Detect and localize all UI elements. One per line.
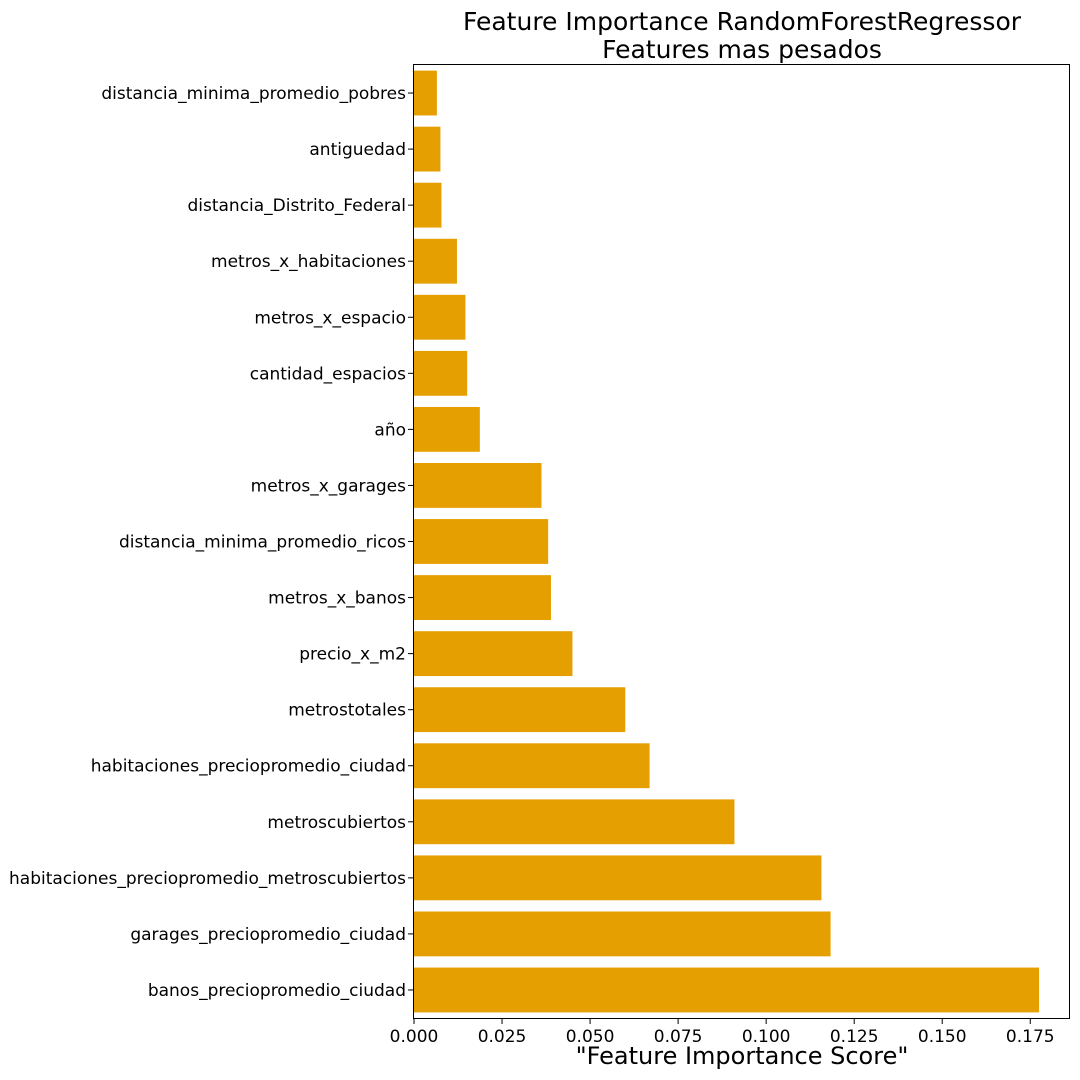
x-tick-label-4: 0.100 (742, 1027, 791, 1047)
category-label-1: antiguedad (309, 140, 406, 160)
category-label-12: habitaciones_preciopromedio_ciudad (91, 757, 406, 777)
bar-1 (414, 126, 441, 172)
x-axis-title: "Feature Importance Score" (576, 1042, 909, 1070)
bar-5 (414, 350, 468, 396)
plot-frame (413, 64, 1070, 1019)
category-label-15: garages_preciopromedio_ciudad (130, 925, 406, 945)
category-labels: distancia_minima_promedio_pobres antigued… (9, 84, 414, 1001)
bar-0 (414, 70, 437, 116)
category-label-7: metros_x_garages (251, 476, 406, 496)
x-tick-label-7: 0.175 (1006, 1027, 1055, 1047)
category-label-16: banos_preciopromedio_ciudad (148, 981, 406, 1001)
bar-13 (414, 799, 735, 845)
category-label-11: metrostotales (288, 701, 406, 721)
x-tick-label-3: 0.075 (654, 1027, 703, 1047)
chart-title-line-1: Feature Importance RandomForestRegressor (463, 7, 1022, 36)
x-tick-label-1: 0.025 (478, 1027, 527, 1047)
x-tick-label-2: 0.050 (566, 1027, 615, 1047)
bar-10 (414, 631, 573, 677)
bar-14 (414, 855, 822, 901)
bar-16 (414, 967, 1040, 1013)
category-label-10: precio_x_m2 (299, 645, 406, 665)
bars-group (414, 70, 1040, 1013)
category-label-3: metros_x_habitaciones (211, 252, 406, 272)
x-tick-label-5: 0.125 (830, 1027, 879, 1047)
bar-9 (414, 575, 551, 620)
category-label-6: año (374, 420, 406, 440)
category-label-8: distancia_minima_promedio_ricos (119, 533, 406, 553)
chart-title-line-2: Features mas pesados (602, 35, 882, 64)
bar-2 (414, 182, 442, 228)
x-axis-ticks: 0.000 0.025 0.050 0.075 0.100 0.125 0.150 0.175 (390, 1018, 1055, 1047)
bar-15 (414, 911, 831, 957)
x-tick-label-0: 0.000 (390, 1027, 439, 1047)
bar-12 (414, 743, 650, 789)
bar-8 (414, 519, 549, 564)
category-label-4: metros_x_espacio (254, 308, 406, 328)
category-label-9: metros_x_banos (268, 589, 406, 609)
bar-11 (414, 687, 626, 733)
category-label-2: distancia_Distrito_Federal (187, 196, 406, 216)
bar-7 (414, 463, 542, 508)
bar-6 (414, 406, 480, 452)
x-tick-label-6: 0.150 (918, 1027, 967, 1047)
category-label-13: metroscubiertos (267, 813, 406, 833)
category-label-14: habitaciones_preciopromedio_metroscubier… (9, 869, 406, 889)
bar-3 (414, 238, 457, 284)
bar-4 (414, 294, 466, 340)
category-label-0: distancia_minima_promedio_pobres (101, 84, 406, 104)
category-label-5: cantidad_espacios (250, 364, 406, 384)
